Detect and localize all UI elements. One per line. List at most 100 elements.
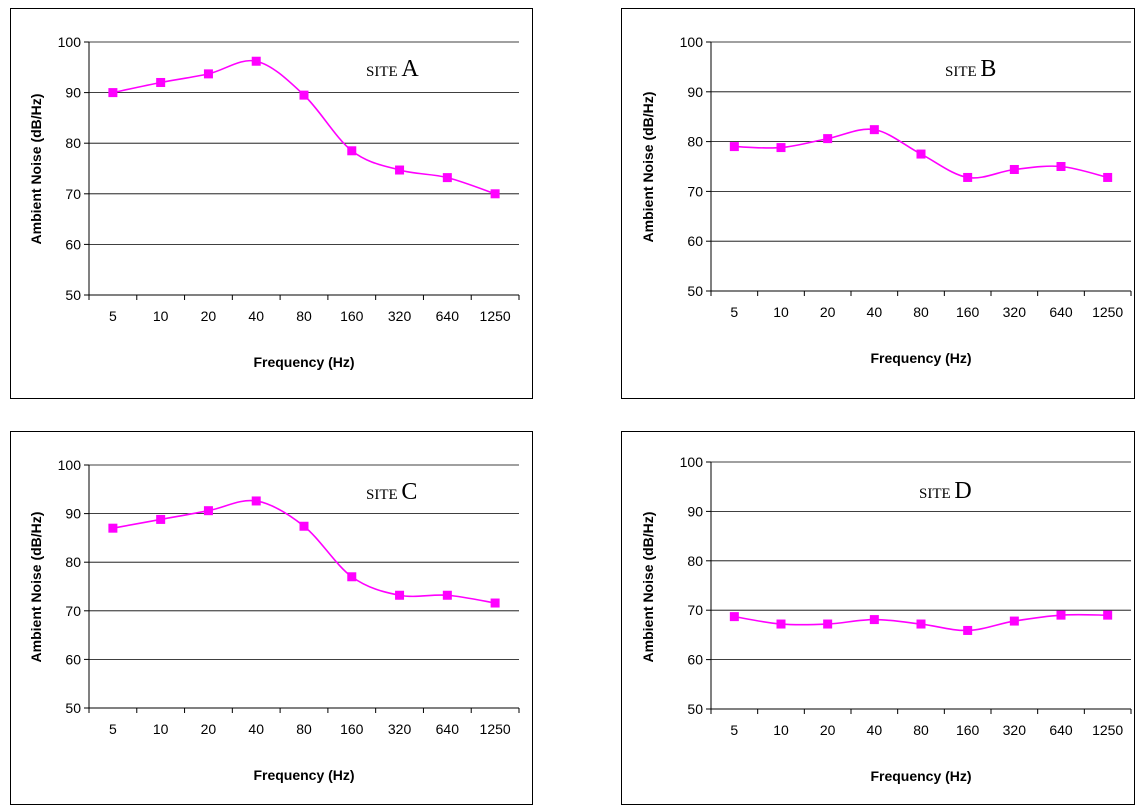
site-d-xtick-label-80: 80 <box>913 722 929 738</box>
site-a-site-label: SITE A <box>366 56 419 82</box>
chart-panel-site-a: 50 60 70 80 90 100 5 10 20 40 80 160 320 640 1250 Frequ… <box>10 8 533 399</box>
site-a-xtick-label-10: 10 <box>153 308 169 324</box>
site-d-xtick-label-320: 320 <box>1003 722 1027 738</box>
site-c-data-point-320 <box>395 590 405 600</box>
site-d-data-point-1250 <box>1103 610 1113 620</box>
site-c-ytick-label-70: 70 <box>65 603 81 619</box>
site-b-data-point-20 <box>823 134 833 144</box>
site-c-site-prefix: SITE <box>366 487 401 503</box>
site-a-data-point-640 <box>442 173 452 183</box>
site-c-ytick-label-60: 60 <box>65 651 81 667</box>
site-b-data-point-5 <box>729 142 739 152</box>
site-a-data-point-40 <box>251 56 261 66</box>
site-d-site-prefix: SITE <box>919 486 954 502</box>
site-d-ytick-label-60: 60 <box>687 652 703 668</box>
site-b-xtick-label-640: 640 <box>1049 304 1073 320</box>
site-c-xtick-label-10: 10 <box>153 721 169 737</box>
site-c-xtick-label-1250: 1250 <box>480 721 511 737</box>
site-a-data-point-160 <box>347 146 357 156</box>
site-a-site-prefix: SITE <box>366 64 401 80</box>
site-a-ytick-label-50: 50 <box>65 287 81 303</box>
site-b-xtick-label-320: 320 <box>1003 304 1027 320</box>
site-d-ytick-label-90: 90 <box>687 503 703 519</box>
site-c-xtick-label-20: 20 <box>201 721 217 737</box>
site-a-data-point-10 <box>156 77 166 87</box>
site-d-site-letter: D <box>954 478 971 504</box>
site-b-ytick-label-60: 60 <box>687 233 703 249</box>
site-b-data-point-320 <box>1009 164 1019 174</box>
site-b-ytick-label-90: 90 <box>687 84 703 100</box>
site-b-site-label: SITE B <box>945 56 996 82</box>
site-a-ytick-label-80: 80 <box>65 135 81 151</box>
chart-svg-site-a: 50 60 70 80 90 100 5 10 20 40 80 160 320 640 1250 Frequ… <box>28 34 520 370</box>
site-a-xtick-label-640: 640 <box>436 308 460 324</box>
site-d-x-axis-title: Frequency (Hz) <box>870 768 971 784</box>
site-a-ytick-label-60: 60 <box>65 236 81 252</box>
site-b-xtick-label-5: 5 <box>730 304 738 320</box>
site-c-xtick-label-80: 80 <box>296 721 312 737</box>
site-a-xtick-label-160: 160 <box>340 308 364 324</box>
site-c-site-letter: C <box>401 479 417 505</box>
site-b-data-point-40 <box>869 125 879 135</box>
site-c-xtick-label-320: 320 <box>388 721 412 737</box>
site-c-ytick-label-50: 50 <box>65 700 81 716</box>
site-a-xtick-label-40: 40 <box>248 308 264 324</box>
site-d-data-point-640 <box>1056 610 1066 620</box>
site-c-data-point-80 <box>299 521 309 531</box>
site-c-series-line <box>112 499 496 604</box>
site-a-ytick-label-90: 90 <box>65 85 81 101</box>
site-c-site-label: SITE C <box>366 479 417 505</box>
site-c-data-point-20 <box>203 506 213 516</box>
site-c-data-point-640 <box>442 590 452 600</box>
site-d-xtick-label-40: 40 <box>867 722 883 738</box>
site-d-xtick-label-1250: 1250 <box>1092 722 1123 738</box>
site-d-ytick-label-70: 70 <box>687 602 703 618</box>
site-d-data-point-320 <box>1009 616 1019 626</box>
site-d-xtick-label-5: 5 <box>730 722 738 738</box>
site-b-ytick-label-100: 100 <box>680 34 704 50</box>
site-b-data-point-1250 <box>1103 172 1113 182</box>
site-c-data-point-10 <box>156 514 166 524</box>
site-b-data-point-160 <box>963 172 973 182</box>
site-b-xtick-label-1250: 1250 <box>1092 304 1123 320</box>
chart-svg-site-b: 50 60 70 80 90 100 5 10 20 40 80 160 320 640 1250 Frequ… <box>640 34 1132 366</box>
chart-panel-site-b: 50 60 70 80 90 100 5 10 20 40 80 160 320 640 1250 Frequ… <box>621 8 1135 399</box>
site-c-data-point-40 <box>251 496 261 506</box>
site-d-xtick-label-640: 640 <box>1049 722 1073 738</box>
site-c-xtick-label-160: 160 <box>340 721 364 737</box>
chart-panel-site-d: 50 60 70 80 90 100 5 10 20 40 80 160 320 640 1250 Frequ… <box>621 431 1135 805</box>
site-c-xtick-label-40: 40 <box>248 721 264 737</box>
chart-panel-site-c: 50 60 70 80 90 100 5 10 20 40 80 160 320 640 1250 Frequ… <box>10 431 533 805</box>
site-b-xtick-label-20: 20 <box>820 304 836 320</box>
site-b-y-axis-title: Ambient Noise (dB/Hz) <box>640 92 656 243</box>
site-d-ytick-label-80: 80 <box>687 553 703 569</box>
site-a-xtick-label-20: 20 <box>201 308 217 324</box>
site-a-series-line <box>112 59 496 195</box>
site-b-ytick-label-50: 50 <box>687 283 703 299</box>
site-a-xtick-label-5: 5 <box>109 308 117 324</box>
site-d-ytick-label-100: 100 <box>680 454 704 470</box>
site-a-xtick-label-320: 320 <box>388 308 412 324</box>
site-c-ytick-label-100: 100 <box>58 457 82 473</box>
site-a-xtick-label-80: 80 <box>296 308 312 324</box>
site-c-y-axis-title: Ambient Noise (dB/Hz) <box>28 512 44 663</box>
site-c-data-point-1250 <box>490 598 500 608</box>
site-b-ytick-label-80: 80 <box>687 134 703 150</box>
site-b-x-axis-title: Frequency (Hz) <box>870 350 971 366</box>
site-a-data-point-5 <box>108 88 118 98</box>
site-c-ytick-label-80: 80 <box>65 554 81 570</box>
site-d-data-point-80 <box>916 619 926 629</box>
site-a-data-point-320 <box>395 165 405 175</box>
site-b-data-point-10 <box>776 143 786 153</box>
site-d-y-axis-title: Ambient Noise (dB/Hz) <box>640 512 656 663</box>
site-d-ytick-label-50: 50 <box>687 701 703 717</box>
site-b-xtick-label-10: 10 <box>773 304 789 320</box>
site-c-x-axis-title: Frequency (Hz) <box>253 767 354 783</box>
site-c-xtick-label-5: 5 <box>109 721 117 737</box>
site-b-xtick-label-160: 160 <box>956 304 980 320</box>
site-a-x-axis-title: Frequency (Hz) <box>253 354 354 370</box>
site-d-xtick-label-10: 10 <box>773 722 789 738</box>
site-c-data-point-5 <box>108 523 118 533</box>
site-a-y-axis-title: Ambient Noise (dB/Hz) <box>28 94 44 245</box>
site-c-xtick-label-640: 640 <box>436 721 460 737</box>
